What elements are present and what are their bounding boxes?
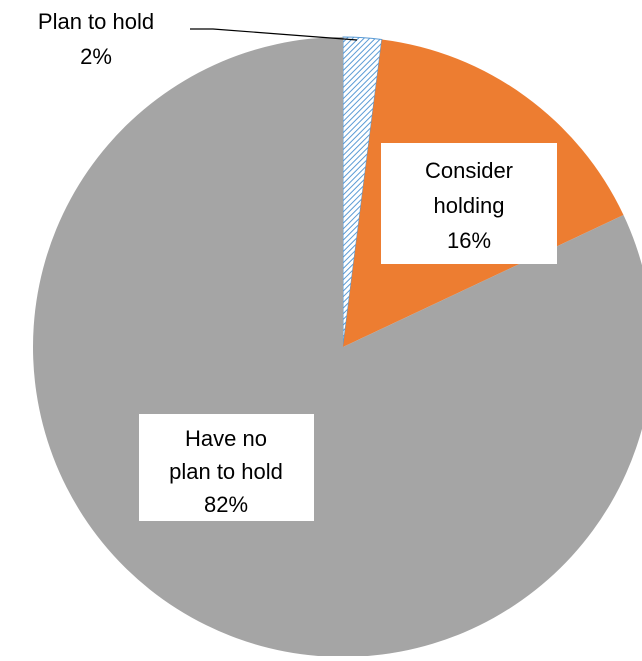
no-plan-label-box xyxy=(139,414,314,521)
consider-holding-label-line2: holding xyxy=(434,193,505,218)
pie-labels: Plan to hold 2% Consider holding 16% Hav… xyxy=(38,9,557,521)
no-plan-label-line2: plan to hold xyxy=(169,459,283,484)
no-plan-value: 82% xyxy=(204,492,248,517)
no-plan-label-line1: Have no xyxy=(185,426,267,451)
consider-holding-label-line1: Consider xyxy=(425,158,513,183)
pie-slices xyxy=(33,36,642,657)
pie-slice-plan-to-hold xyxy=(342,36,383,348)
plan-to-hold-leader-line xyxy=(190,28,358,41)
consider-holding-label-box xyxy=(381,143,557,264)
plan-to-hold-value: 2% xyxy=(80,44,112,69)
plan-to-hold-label: Plan to hold xyxy=(38,9,154,34)
consider-holding-value: 16% xyxy=(447,228,491,253)
